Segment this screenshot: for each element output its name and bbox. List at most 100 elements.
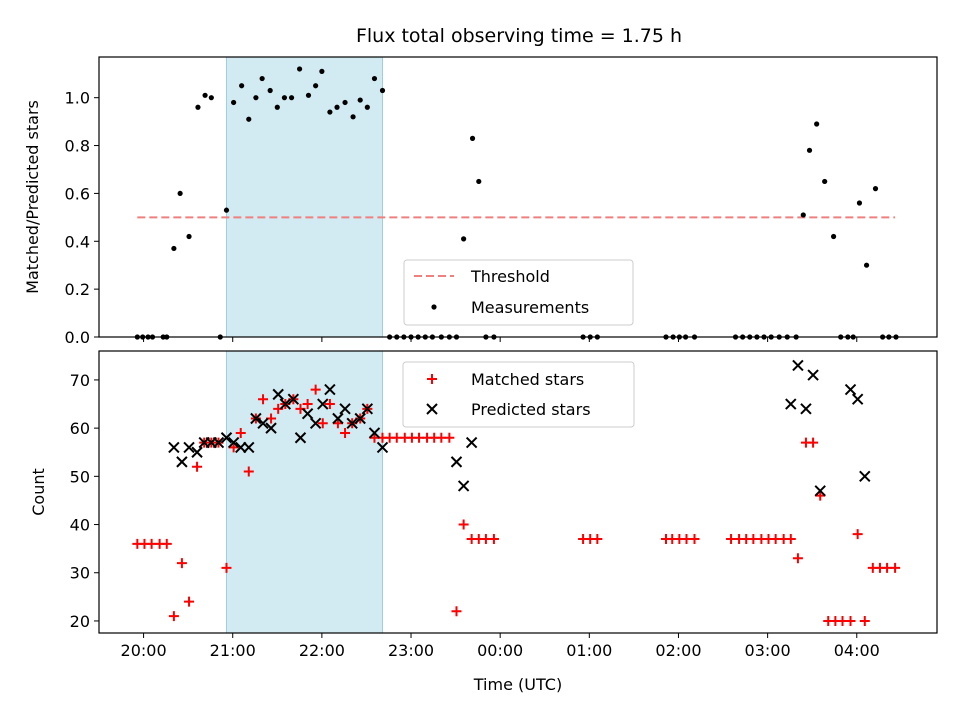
y-tick-label: 0.0 [65,328,90,347]
measurement-point [186,233,192,240]
y-tick-label: 30 [70,564,90,583]
measurement-point [239,83,245,89]
predicted-star-point [844,383,857,396]
matched-star-point [592,534,603,544]
matched-star-point [168,611,179,622]
measurement-point [177,190,183,197]
predicted-star-point [814,485,826,497]
measurement-point [856,200,863,206]
predicted-star-point [859,470,871,483]
measurement-point [822,178,828,185]
predicted-star-point [450,456,463,468]
matched-star-point [340,427,351,438]
measurement-point [350,114,356,120]
plot-frame [98,350,938,634]
bottom-panel: 20 30 40 50 60 70 20:00 21:00 22:00 23:00 00:00 01:… [29,350,938,694]
y-tick-label: 0.4 [65,232,90,251]
observing-span [225,350,383,634]
predicted-star-point [324,383,336,396]
predicted-star-point [361,403,374,415]
x-tick-label: 03:00 [745,641,791,660]
matched-star-point [161,538,172,549]
measurement-point [259,75,265,82]
predicted-star-point [800,403,812,415]
predicted-star-point [243,441,255,454]
legend-measurements-swatch [431,304,437,310]
measurement-point [274,104,280,110]
legend-threshold-label: Threshold [470,267,550,286]
measurement-point [202,92,208,98]
predicted-star-point [851,393,864,405]
measurement-point [253,95,259,101]
measurement-point [814,121,820,127]
predicted-star-point [279,398,292,410]
matched-star-point [324,399,335,410]
predicted-star-point [346,417,358,430]
matched-star-point [792,553,803,564]
predicted-star-point [792,359,804,372]
predicted-star-point [807,369,819,381]
matched-star-point [458,519,469,530]
measurements-series [134,66,899,340]
y-tick-label: 1.0 [65,89,90,108]
predicted-star-point [457,480,470,492]
predicted-star-point [212,436,225,449]
predicted-stars-series [168,359,871,497]
x-tick-label: 22:00 [299,641,345,660]
predicted-star-point [265,422,277,434]
x-tick-label: 01:00 [566,641,612,660]
measurement-point [800,212,806,218]
matched-star-point [488,534,499,544]
x-tick-label: 00:00 [477,641,523,660]
matched-star-point [845,615,856,626]
y-tick-label: 40 [70,516,90,535]
measurement-point [806,147,813,153]
y-tick-label: 70 [70,371,90,390]
predicted-star-point [191,446,203,458]
legend: Threshold Measurements [403,259,634,326]
measurement-point [231,99,237,106]
legend-matched-label: Matched stars [471,370,584,389]
measurement-point [208,95,214,101]
matched-star-point [228,442,239,453]
x-tick-label: 23:00 [388,641,434,660]
matched-star-point [808,437,819,448]
y-tick-label: 0.6 [65,184,90,203]
predicted-star-point [317,398,329,410]
measurement-point [246,116,252,122]
predicted-star-point [176,456,188,468]
x-tick-label: 21:00 [210,641,256,660]
legend-predicted-label: Predicted stars [471,400,591,419]
matched-star-point [235,427,246,438]
measurement-point [461,236,467,242]
matched-star-point [258,394,269,405]
matched-star-point [332,418,343,429]
matched-star-point [192,461,203,472]
predicted-star-point [294,432,307,444]
matched-star-point [310,384,321,395]
observing-span [225,56,383,338]
x-axis-label: Time (UTC) [473,675,562,694]
predicted-star-point [332,412,344,425]
legend-measurements-label: Measurements [471,298,589,317]
y-tick-label: 0.8 [65,137,90,156]
measurement-point [296,66,303,72]
measurement-point [319,68,325,74]
x-tick-label: 02:00 [655,641,701,660]
y-axis-label: Count [29,468,48,516]
predicted-star-point [227,436,240,449]
y-tick-label: 20 [70,612,90,631]
legend-predicted-swatch [426,403,438,415]
predicted-star-point [272,388,284,401]
x-tick-label: 04:00 [834,641,880,660]
measurement-point [281,95,288,101]
measurement-point [313,83,319,89]
legend-box [402,361,635,428]
measurement-point [195,104,201,110]
y-tick-label: 60 [70,419,90,438]
measurement-point [334,104,340,110]
legend-box [403,259,634,326]
matched-star-point [689,534,700,544]
measurement-point [305,92,312,98]
matched-star-point [444,432,455,443]
